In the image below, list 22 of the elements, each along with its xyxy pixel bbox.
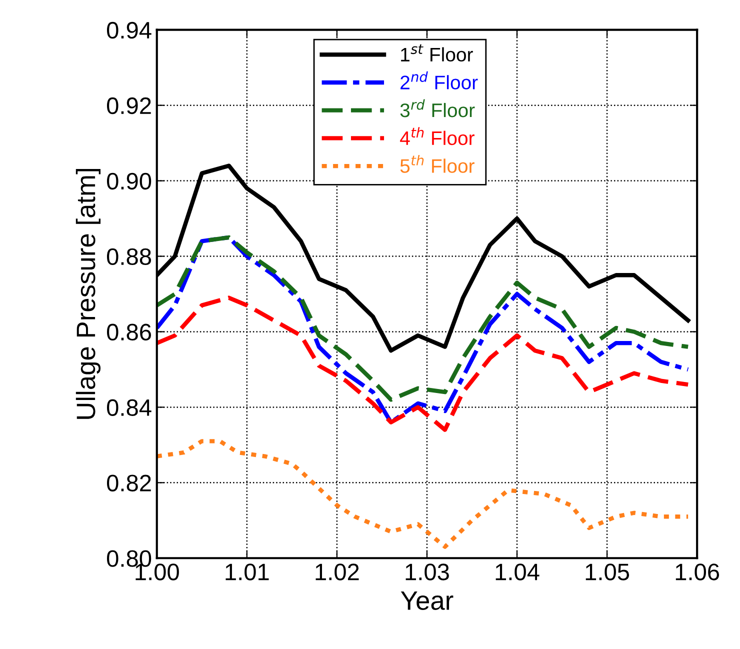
line-series bbox=[156, 296, 690, 432]
line-series bbox=[156, 439, 690, 549]
x-tick-label: 1.05 bbox=[586, 564, 630, 580]
legend-label: 4$^{th}$ Floor bbox=[400, 127, 474, 146]
x-tick-label: 1.06 bbox=[676, 564, 720, 580]
x-tick-label: 1.02 bbox=[316, 564, 359, 580]
y-axis-title: Ullage Pressure [atm] bbox=[76, 169, 101, 419]
x-axis-title: Year bbox=[400, 592, 454, 610]
x-tick-label: 1.01 bbox=[226, 564, 269, 580]
y-tick-label: 0.84 bbox=[106, 399, 152, 416]
legend-label: 5$^{th}$ Floor bbox=[400, 154, 474, 173]
y-tick-label: 0.94 bbox=[106, 22, 152, 39]
x-tick-label: 1.03 bbox=[406, 564, 449, 580]
legend-label: 2$^{nd}$ Floor bbox=[400, 71, 478, 90]
y-tick-label: 0.90 bbox=[106, 172, 152, 190]
y-tick-label: 0.86 bbox=[106, 324, 151, 341]
legend-label: 3$^{rd}$ Floor bbox=[400, 99, 475, 118]
y-tick-label: 0.88 bbox=[106, 248, 151, 266]
legend-label: 1$^{st}$ Floor bbox=[401, 44, 473, 62]
y-tick-label: 0.82 bbox=[106, 474, 151, 492]
x-tick-label: 1.04 bbox=[496, 564, 540, 580]
y-tick-label: 0.92 bbox=[106, 97, 151, 114]
